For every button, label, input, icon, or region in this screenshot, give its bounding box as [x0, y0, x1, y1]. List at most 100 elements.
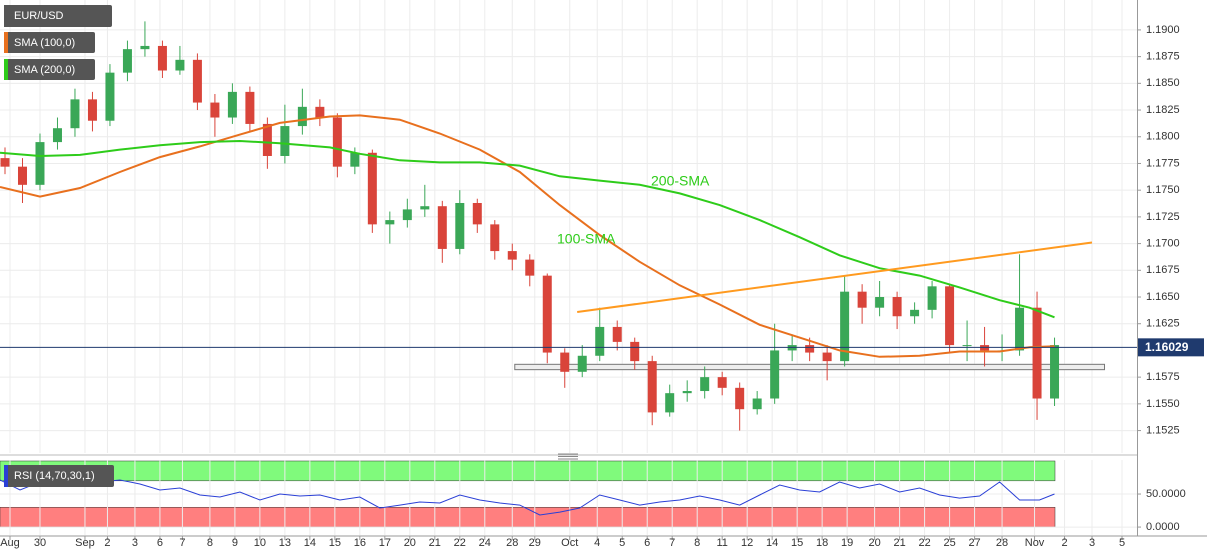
- candle-body: [1050, 345, 1060, 399]
- candle-body: [875, 297, 885, 308]
- x-tick-label: 22: [454, 537, 466, 549]
- x-tick-label: 18: [816, 537, 828, 549]
- candle-body: [280, 126, 290, 156]
- y-tick-label: 50.0000: [1146, 488, 1186, 500]
- candle-body: [262, 123, 272, 156]
- last-price-label: 1.16029: [1145, 340, 1189, 354]
- x-tick-label: 21: [429, 537, 441, 549]
- candle-body: [892, 297, 902, 317]
- candle-body: [332, 117, 342, 167]
- x-tick-label: 15: [329, 537, 341, 549]
- candle-body: [210, 102, 220, 118]
- candle-body: [1015, 307, 1025, 351]
- x-tick-label: 20: [404, 537, 416, 549]
- x-tick-label: 5: [619, 537, 625, 549]
- x-tick-label: 7: [669, 537, 675, 549]
- candle-body: [525, 259, 535, 276]
- candle-body: [857, 291, 867, 308]
- candle-body: [630, 341, 640, 362]
- y-tick-label: 1.1650: [1146, 291, 1180, 303]
- x-tick-label: 6: [157, 537, 163, 549]
- legend-rsi[interactable]: RSI (14,70,30,1): [4, 465, 114, 487]
- candle-body: [297, 106, 307, 127]
- candle-body: [402, 209, 412, 221]
- candle-body: [472, 202, 482, 225]
- x-tick-label: 10: [254, 537, 266, 549]
- legend-entry: SMA (200,0): [14, 64, 75, 76]
- y-tick-label: 1.1775: [1146, 157, 1180, 169]
- x-tick-label: 27: [968, 537, 980, 549]
- candle-body: [560, 352, 570, 372]
- x-tick-label: 20: [868, 537, 880, 549]
- candle-body: [700, 377, 710, 392]
- x-tick-label: Nov: [1025, 537, 1045, 549]
- trendline: [577, 241, 1093, 313]
- y-tick-label: 1.1700: [1146, 238, 1180, 250]
- y-tick-label: 1.1550: [1146, 398, 1180, 410]
- x-tick-label: 19: [841, 537, 853, 549]
- legend-sma200[interactable]: SMA (200,0): [4, 59, 95, 80]
- x-tick-label: 2: [1061, 537, 1067, 549]
- x-tick-label: 22: [918, 537, 930, 549]
- divider-handle[interactable]: [558, 453, 578, 460]
- x-tick-label: 4: [594, 537, 600, 549]
- y-tick-label: 1.1725: [1146, 211, 1180, 223]
- y-tick-label: 0.0000: [1146, 521, 1180, 533]
- x-tick-label: 14: [304, 537, 316, 549]
- candle-body: [770, 350, 780, 399]
- candle-body: [612, 326, 622, 342]
- candle-body: [0, 158, 10, 167]
- x-tick-label: 30: [34, 537, 46, 549]
- x-tick-label: 25: [943, 537, 955, 549]
- candle-body: [105, 72, 115, 121]
- candle-body: [927, 286, 937, 310]
- legend-sma100[interactable]: SMA (100,0): [4, 32, 95, 53]
- x-tick-label: 9: [232, 537, 238, 549]
- candle-body: [227, 91, 237, 118]
- x-tick-label: 6: [644, 537, 650, 549]
- candle-body: [577, 355, 587, 372]
- x-tick-label: 29: [529, 537, 541, 549]
- rsi-band: [0, 460, 1056, 482]
- sma-line: [0, 114, 1055, 358]
- x-tick-label: 21: [893, 537, 905, 549]
- support-zone: [514, 363, 1106, 371]
- x-tick-label: 12: [741, 537, 753, 549]
- candle-body: [455, 202, 465, 249]
- rsi-band: [0, 506, 1056, 528]
- annotation: 100-SMA: [557, 231, 616, 247]
- y-tick-label: 1.1800: [1146, 131, 1180, 143]
- rsi-line: [0, 479, 1055, 516]
- y-tick-label: 1.1900: [1146, 24, 1180, 36]
- y-tick-label: 1.1525: [1146, 424, 1180, 436]
- x-tick-label: Aug: [0, 537, 20, 549]
- candle-body: [367, 152, 377, 225]
- legend-title: RSI (14,70,30,1): [14, 470, 95, 482]
- y-tick-label: 1.1625: [1146, 318, 1180, 330]
- x-tick-label: 8: [207, 537, 213, 549]
- x-tick-label: 7: [179, 537, 185, 549]
- x-tick-label: Oct: [561, 537, 578, 549]
- x-tick-label: 5: [1119, 537, 1125, 549]
- candle-body: [822, 352, 832, 362]
- candle-body: [70, 99, 80, 129]
- x-tick-label: 3: [1089, 537, 1095, 549]
- candle-body: [385, 220, 395, 225]
- x-tick-label: 16: [354, 537, 366, 549]
- y-tick-label: 1.1575: [1146, 371, 1180, 383]
- x-tick-label: 2: [104, 537, 110, 549]
- candle-body: [910, 309, 920, 317]
- y-tick-label: 1.1850: [1146, 77, 1180, 89]
- legend-title: EUR/USD: [14, 10, 64, 22]
- x-tick-label: 17: [379, 537, 391, 549]
- candle-body: [735, 387, 745, 410]
- legend-main[interactable]: EUR/USD: [4, 5, 112, 27]
- candle-body: [490, 224, 500, 252]
- candle-body: [682, 391, 692, 394]
- annotation: 200-SMA: [651, 173, 710, 189]
- candle-body: [1032, 307, 1042, 399]
- x-tick-label: 3: [132, 537, 138, 549]
- legend-entry: SMA (100,0): [14, 37, 75, 49]
